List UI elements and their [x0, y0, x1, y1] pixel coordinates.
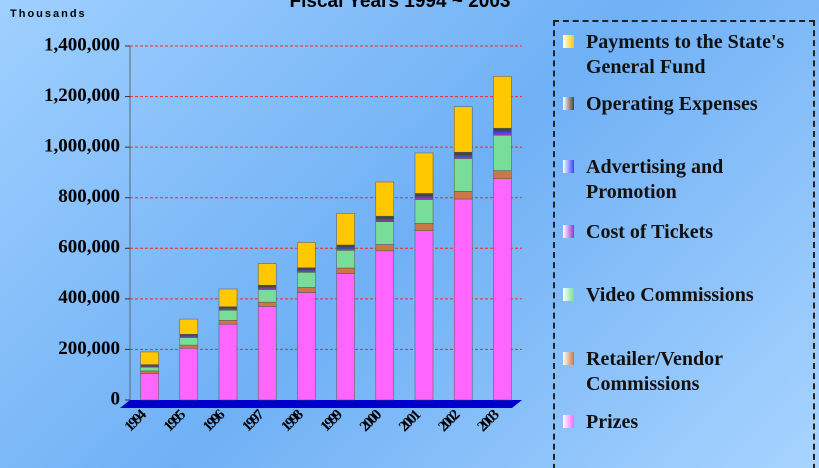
y-axis-label: Thousands: [10, 8, 87, 20]
bar-segment: [179, 318, 199, 335]
bar-segment: [179, 337, 199, 346]
legend-label: Payments to the State's General Fund: [586, 31, 785, 78]
bar-segment: [257, 263, 277, 286]
bar-segment: [493, 135, 512, 171]
bar-segment: [257, 301, 277, 307]
bar-segment: [336, 213, 355, 246]
bar-segment: [336, 244, 355, 248]
legend-entry: Advertising and Promotion: [563, 155, 816, 205]
bar-segment: [414, 199, 434, 224]
x-tick-label: 2001: [396, 407, 424, 435]
bar-segment: [336, 250, 355, 269]
bar-segment: [453, 151, 473, 156]
legend: Payments to the State's General Fund Oper…: [553, 20, 815, 468]
legend-swatch: [563, 35, 574, 48]
bar-segment: [375, 215, 395, 220]
bar-segment: [453, 191, 473, 200]
legend-label: Advertising and Promotion: [586, 156, 724, 203]
bar-segment: [297, 242, 316, 269]
bar-segment: [493, 170, 512, 179]
bar-segment: [218, 309, 238, 321]
bar-segment: [453, 198, 473, 401]
x-tick-label: 2003: [475, 407, 503, 435]
legend-label: Operating Expenses: [586, 93, 758, 115]
x-tick-label: 1999: [318, 407, 346, 435]
legend-entry: Cost of Tickets: [563, 220, 816, 245]
legend-entry: Video Commissions: [563, 283, 816, 308]
bar-segment: [336, 273, 355, 401]
bar-segment: [257, 284, 277, 288]
bar-segment: [218, 323, 238, 401]
bar-segment: [140, 373, 159, 401]
y-tick-label: 0: [111, 388, 121, 409]
bar-segment: [218, 306, 238, 309]
bar-segment: [297, 292, 316, 401]
bar-segment: [257, 306, 277, 401]
bar-segment: [493, 132, 512, 136]
floor: [120, 400, 522, 408]
bar-segment: [140, 351, 159, 365]
bar-segment: [336, 267, 355, 274]
y-tick-label: 200,000: [58, 338, 120, 359]
legend-label: Retailer/Vendor Commissions: [586, 348, 723, 395]
x-tick-label: 1994: [122, 406, 151, 435]
x-tick-label: 2002: [435, 407, 463, 435]
legend-entry: Retailer/Vendor Commissions: [563, 347, 816, 397]
bar-segment: [375, 221, 395, 245]
y-tick-label: 800,000: [58, 186, 120, 207]
bar-segment: [414, 193, 434, 197]
bar-segment: [218, 320, 238, 325]
bar-segment: [414, 197, 434, 200]
bar-segment: [179, 347, 199, 401]
bar-segment: [493, 127, 512, 132]
bar-segment: [493, 76, 512, 129]
x-tick-label: 1998: [279, 407, 307, 435]
legend-entry: Prizes: [563, 410, 816, 435]
bar-segment: [453, 106, 473, 153]
legend-entry: Payments to the State's General Fund: [563, 30, 816, 80]
chart-title: Fiscal Years 1994 ~ 2003: [290, 0, 511, 12]
x-tick-label: 1997: [239, 406, 268, 435]
bar-segment: [375, 244, 395, 252]
bar-segment: [493, 178, 512, 401]
bar-segment: [453, 156, 473, 159]
y-tick-label: 400,000: [58, 287, 120, 308]
y-tick-label: 1,200,000: [44, 85, 120, 106]
x-tick-label: 2000: [357, 407, 385, 435]
bar-segment: [140, 370, 159, 374]
legend-swatch: [563, 160, 574, 173]
bar-segment: [179, 344, 199, 349]
y-tick-label: 600,000: [58, 237, 120, 258]
y-tick-label: 1,400,000: [44, 34, 120, 55]
bar-segment: [297, 272, 316, 288]
bar-segment: [297, 287, 316, 293]
bar-segment: [218, 288, 238, 307]
legend-swatch: [563, 288, 574, 301]
bar-segment: [257, 289, 277, 303]
bar-segment: [414, 152, 434, 194]
legend-swatch: [563, 352, 574, 365]
x-tick-label: 1996: [200, 406, 229, 435]
y-tick-label: 1,000,000: [44, 136, 120, 157]
bar-segment: [375, 181, 395, 217]
x-tick-label: 1995: [161, 407, 189, 435]
legend-swatch: [563, 225, 574, 238]
legend-swatch: [563, 97, 574, 110]
bar-segment: [140, 366, 159, 372]
legend-label: Video Commissions: [586, 284, 754, 306]
bar-segment: [375, 250, 395, 401]
legend-swatch: [563, 415, 574, 428]
bar-segment: [414, 223, 434, 231]
bar-segment: [414, 230, 434, 401]
bar-segment: [297, 267, 316, 271]
legend-entry: Operating Expenses: [563, 92, 816, 117]
legend-label: Prizes: [586, 411, 639, 433]
legend-label: Cost of Tickets: [586, 221, 714, 243]
bar-segment: [453, 158, 473, 192]
